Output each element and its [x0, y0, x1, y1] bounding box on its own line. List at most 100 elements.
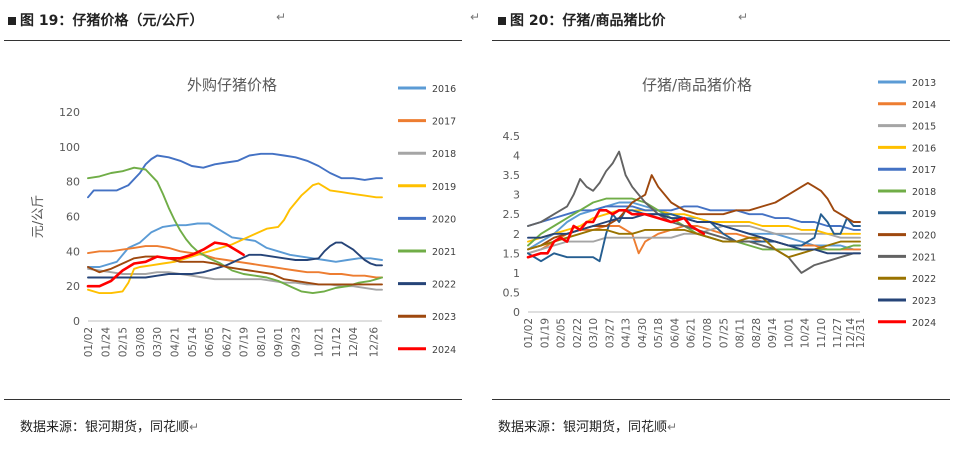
x-tick-label: 06/27: [221, 327, 233, 357]
chart-title: 仔猪/商品猪价格: [642, 76, 752, 94]
x-tick-label: 10/01: [783, 318, 795, 348]
x-tick-label: 06/04: [669, 318, 681, 349]
x-tick-label: 03/08: [135, 327, 147, 357]
paragraph-return-icon: ↵: [276, 10, 287, 24]
paragraph-return-icon: ↵: [470, 10, 481, 24]
y-tick-label: 3: [513, 189, 520, 202]
y-axis-label: 元/公斤: [31, 195, 46, 238]
x-tick-label: 12/14: [845, 318, 857, 349]
series-line-2022: [87, 241, 383, 279]
legend-label-2019: 2019: [912, 209, 936, 220]
series-line-2019: [87, 182, 383, 295]
y-tick-label: 20: [66, 280, 80, 293]
x-tick-label: 06/21: [686, 318, 698, 348]
x-tick-label: 09/23: [291, 327, 303, 357]
series-line-2021: [87, 166, 383, 295]
legend-label-2017: 2017: [912, 165, 936, 176]
figure-right: ↵ 图 20：仔猪/商品猪比价 ↵ 仔猪/商品猪价格 0 0.5 1 1.5 2 2.5 3 3…: [470, 0, 957, 449]
legend-label-2014: 2014: [912, 100, 936, 111]
x-tick-label: 05/18: [653, 318, 665, 348]
x-tick-label: 08/10: [256, 327, 268, 357]
y-tick-label: 60: [66, 211, 80, 224]
y-tick-label: 1: [513, 267, 520, 280]
legend-label-2024: 2024: [912, 318, 936, 329]
y-tick-label: 2.5: [503, 208, 521, 221]
y-tick-label: 0.5: [503, 286, 521, 299]
x-tick-label: 07/25: [718, 318, 730, 348]
legend-label-2020: 2020: [912, 231, 936, 242]
y-tick-label: 40: [66, 245, 80, 258]
x-tick-label: 10/21: [314, 327, 326, 357]
x-tick-label: 04/30: [637, 318, 649, 348]
legend-label-2021: 2021: [912, 252, 936, 263]
y-tick-label: 4: [513, 150, 520, 163]
legend-label-2021: 2021: [432, 247, 456, 258]
legend-label-2015: 2015: [912, 122, 936, 133]
legend-label-2022: 2022: [912, 274, 936, 285]
x-tick-label: 11/10: [816, 318, 828, 348]
series-line-2020: [87, 152, 383, 199]
legend-label-2024: 2024: [432, 345, 456, 356]
series-line-2017: [527, 205, 861, 231]
x-tick-label: 06/05: [204, 327, 216, 357]
legend-label-2018: 2018: [912, 187, 936, 198]
x-tick-label: 10/24: [800, 318, 812, 349]
x-tick-label: 07/08: [702, 318, 714, 348]
figure-left: 图 19：仔猪价格（元/公斤） ↵ 外购仔猪价格 0 20 40 60 80 100 120 元…: [0, 0, 470, 449]
x-tick-label: 01/02: [83, 327, 95, 357]
chart-right: 仔猪/商品猪价格 0 0.5 1 1.5 2 2.5 3 3.5 4 4.5 01/02 01/19 02…: [503, 76, 937, 349]
series-line-2016: [87, 222, 383, 268]
y-tick-label: 2: [513, 228, 520, 241]
y-tick-label: 100: [59, 141, 80, 154]
y-tick-label: 1.5: [503, 247, 521, 260]
legend-label-2023: 2023: [432, 312, 456, 323]
x-tick-label: 01/02: [523, 318, 535, 348]
x-tick-label: 09/01: [273, 327, 285, 357]
legend-label-2022: 2022: [432, 280, 456, 291]
x-tick-label: 12/26: [368, 327, 380, 358]
legend-label-2023: 2023: [912, 296, 936, 307]
bullet-square-icon: [498, 17, 506, 25]
top-rule: [492, 40, 950, 41]
x-tick-label: 04/13: [621, 318, 633, 348]
x-tick-label: 03/10: [588, 318, 600, 348]
y-tick-label: 4.5: [503, 130, 521, 143]
x-tick-label: 09/14: [767, 318, 779, 349]
series-line-2023: [87, 255, 383, 286]
x-tick-label: 02/05: [556, 318, 568, 348]
figure-right-source: 数据来源：银河期货，同花顺↵: [498, 420, 678, 435]
y-tick-label: 0: [73, 315, 80, 328]
chart-left: 外购仔猪价格 0 20 40 60 80 100 120 元/公斤 01/02 01/24 02/15…: [31, 76, 456, 358]
x-tick-label: 03/30: [152, 327, 164, 357]
paragraph-return-icon: ↵: [667, 420, 678, 434]
figure-right-heading: 图 20：仔猪/商品猪比价: [498, 10, 665, 30]
legend-label-2020: 2020: [432, 214, 456, 225]
paragraph-return-icon: ↵: [189, 420, 200, 434]
series-line-2023: [527, 213, 861, 255]
series-line-2024: [526, 209, 706, 259]
series-line-2018: [87, 267, 383, 291]
bottom-rule: [4, 399, 462, 400]
x-tick-label: 12/04: [348, 327, 360, 358]
x-tick-label: 07/19: [239, 327, 251, 357]
y-tick-label: 120: [59, 106, 80, 119]
y-tick-label: 80: [66, 176, 80, 189]
x-tick-label: 08/11: [735, 318, 747, 348]
series-line-2022: [527, 228, 861, 259]
x-tick-label: 11/12: [331, 327, 343, 357]
x-tick-label: 04/21: [169, 327, 181, 357]
figure-left-heading: 图 19：仔猪价格（元/公斤）: [8, 10, 203, 30]
x-tick-label: 08/28: [751, 318, 763, 348]
x-tick-label: 03/27: [604, 318, 616, 348]
series-line-2017: [87, 245, 383, 279]
chart-title: 外购仔猪价格: [187, 76, 277, 94]
figure-left-source: 数据来源：银河期货，同花顺↵: [20, 420, 200, 435]
y-tick-label: 0: [513, 306, 520, 319]
x-tick-label: 01/19: [539, 318, 551, 348]
x-tick-label: 05/14: [187, 327, 199, 358]
x-tick-label: 11/27: [832, 318, 844, 348]
bottom-rule: [492, 399, 950, 400]
legend-label-2016: 2016: [912, 143, 936, 154]
series-line-2024: [86, 241, 245, 288]
paragraph-return-icon: ↵: [738, 10, 749, 24]
